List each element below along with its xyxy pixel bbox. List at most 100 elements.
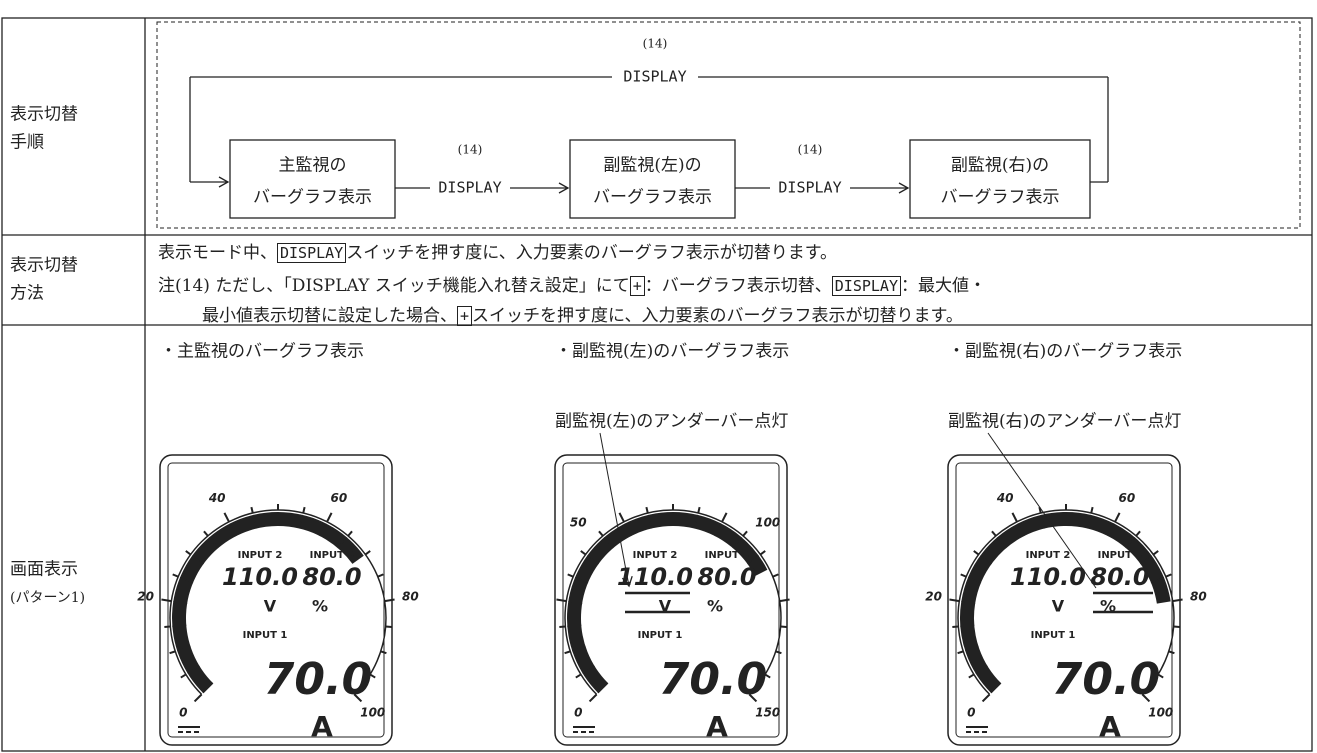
bar-gap bbox=[996, 537, 1007, 549]
bar-gap bbox=[979, 555, 992, 565]
bar-gap bbox=[975, 665, 988, 674]
gauge-tick bbox=[981, 693, 991, 703]
step-box bbox=[229, 139, 396, 219]
method-text: 表示モード中、 DISPLAY スイッチを押す度に、入力要素のバーグラフ表示が切替り… bbox=[158, 238, 1308, 331]
gauge-tick bbox=[1172, 598, 1183, 603]
bar-gap bbox=[568, 600, 583, 605]
gauge-bar bbox=[567, 512, 768, 693]
bar-gap bbox=[208, 537, 219, 549]
gauge-arc bbox=[957, 509, 1175, 695]
text: 0 bbox=[967, 705, 975, 719]
note-mark: 注(14) bbox=[158, 276, 210, 296]
bar-gap bbox=[187, 665, 200, 674]
gauge-tick bbox=[991, 530, 997, 537]
text: 80.0 bbox=[302, 563, 361, 591]
gauge-tick bbox=[172, 573, 179, 578]
text: 100 bbox=[1148, 705, 1173, 719]
text: (14) bbox=[798, 143, 823, 157]
gauge-tick bbox=[1135, 530, 1141, 537]
bar-gap bbox=[747, 555, 760, 565]
gauge-tick bbox=[759, 550, 766, 556]
bar-gap bbox=[172, 624, 187, 627]
text: % bbox=[707, 597, 723, 616]
note-line: 注(14) ただし、「DISPLAY スイッチ機能入れ替え設定」にて + ：バーグラ… bbox=[158, 271, 1308, 301]
gauge-tick bbox=[347, 530, 353, 537]
gauge-tick bbox=[353, 693, 363, 703]
bar-gap bbox=[965, 645, 979, 652]
text: (パターン1) bbox=[10, 590, 85, 606]
gauge-tick bbox=[697, 506, 701, 514]
gauge-tick bbox=[960, 573, 967, 578]
text: 70.0 bbox=[264, 654, 373, 705]
bar-gap bbox=[1040, 514, 1046, 529]
text: 100 bbox=[755, 516, 780, 530]
text: ただし、「DISPLAY スイッチ機能入れ替え設定」にて bbox=[215, 276, 630, 296]
text: 50 bbox=[570, 516, 587, 530]
text: 表示切替 bbox=[10, 256, 78, 276]
text: ・主監視のバーグラフ表示 bbox=[160, 342, 364, 362]
gauge-tick bbox=[326, 512, 333, 523]
bar-gap bbox=[191, 555, 204, 565]
bar-gap bbox=[1150, 576, 1165, 584]
gauge-tick bbox=[968, 673, 975, 679]
method-line: 表示モード中、 DISPLAY スイッチを押す度に、入力要素のバーグラフ表示が切替り… bbox=[158, 238, 1308, 268]
text: 副監視(左)のアンダーバー点灯 bbox=[555, 412, 788, 432]
text: ・副監視(左)のバーグラフ表示 bbox=[555, 342, 789, 362]
text: 0 bbox=[179, 705, 187, 719]
text: 70.0 bbox=[1052, 654, 1161, 705]
step-box bbox=[909, 139, 1091, 219]
gauge-tick bbox=[564, 650, 571, 655]
leader bbox=[987, 432, 1097, 589]
bar-gap bbox=[624, 523, 632, 537]
gauge-tick bbox=[223, 512, 230, 523]
arrow-head bbox=[558, 182, 570, 194]
bar-gap bbox=[647, 514, 653, 529]
gauge-tick bbox=[1038, 506, 1042, 514]
bar-gap bbox=[252, 514, 258, 529]
gauge-tick bbox=[364, 550, 371, 556]
text: 20 bbox=[137, 590, 154, 604]
gauge-tick bbox=[721, 512, 728, 523]
gauge-tick bbox=[369, 673, 376, 679]
bar-gap bbox=[574, 576, 589, 584]
text: 40 bbox=[208, 491, 226, 505]
gauge-tick bbox=[1152, 550, 1159, 556]
text: 最小値表示切替に設定した場合、 bbox=[202, 306, 457, 326]
text: 0 bbox=[574, 705, 582, 719]
gauge-tick bbox=[618, 512, 625, 523]
text: A bbox=[706, 710, 728, 743]
gauge-tick bbox=[1141, 693, 1151, 703]
bar-gap bbox=[714, 523, 722, 537]
gauge-tick bbox=[748, 693, 758, 703]
text: % bbox=[312, 597, 328, 616]
text: 110.0 bbox=[1010, 563, 1086, 591]
gauge-tick bbox=[1157, 673, 1164, 679]
bar-gap bbox=[1017, 523, 1025, 537]
gauge-arc bbox=[169, 509, 387, 695]
text: INPUT 2 bbox=[1026, 550, 1071, 561]
text: V bbox=[1052, 597, 1065, 616]
text: 40 bbox=[996, 491, 1014, 505]
arrow-head bbox=[898, 182, 910, 194]
text: DISPLAY bbox=[438, 179, 501, 197]
gauge-tick bbox=[580, 550, 587, 556]
bar-gap bbox=[319, 523, 327, 537]
bar-gap bbox=[173, 600, 188, 605]
text: DISPLAY bbox=[778, 179, 841, 197]
text: 副監視(右)のアンダーバー点灯 bbox=[948, 412, 1181, 432]
text: 副監視(左)の bbox=[603, 156, 701, 176]
bar-gap bbox=[693, 514, 699, 529]
text: INPUT 1 bbox=[243, 630, 288, 641]
bar-gap bbox=[567, 624, 582, 627]
bar-gap bbox=[298, 514, 304, 529]
gauge-tick bbox=[1168, 650, 1175, 655]
text: 表示モード中、 bbox=[158, 243, 277, 263]
arrow-head bbox=[621, 576, 633, 588]
gauge-tick bbox=[949, 598, 960, 603]
bar-gap bbox=[961, 600, 976, 605]
text: INPUT 2 bbox=[238, 550, 283, 561]
note-line: 最小値表示切替に設定した場合、 + スイッチを押す度に、入力要素のバーグラフ表示が切… bbox=[158, 301, 1308, 331]
text: バーグラフ表示 bbox=[941, 188, 1060, 208]
